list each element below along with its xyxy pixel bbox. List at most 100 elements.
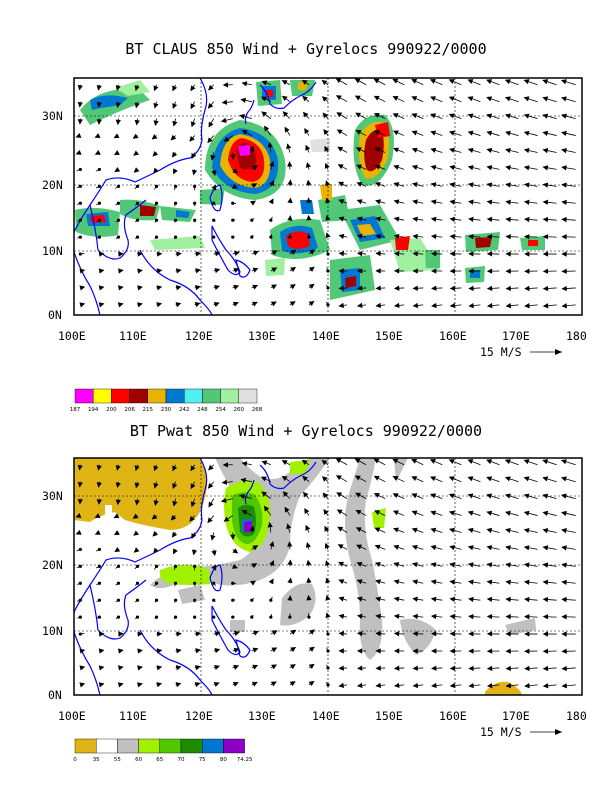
claus-wind-vector-head: [561, 96, 567, 102]
claus-wind-vector-head: [234, 250, 240, 256]
claus-wind-vector-head: [524, 303, 530, 309]
claus-wind-vector-head: [561, 268, 567, 274]
lon-label-180: 180: [566, 709, 587, 723]
pwat-map: 30N 20N 10N 0N 100E 110E 120E 130E 140E …: [42, 457, 587, 763]
claus-wind-vector-head: [430, 147, 437, 153]
pwat-wind-vector-head: [306, 559, 312, 566]
pwat-wind-vector-head: [504, 459, 511, 465]
pwat-wind-vector-head: [176, 631, 182, 637]
claus-wind-vector-dot: [154, 201, 159, 205]
pwat-wind-vector-dot: [212, 581, 216, 585]
pwat-wind-vector-head: [505, 648, 511, 654]
pwat-wind-vector-dot: [174, 598, 178, 602]
claus-wind-vector-head: [269, 161, 275, 167]
claus-wind-vector-head: [190, 103, 196, 110]
claus-wind-vector-head: [308, 283, 315, 290]
pwat-wind-vector-head: [486, 596, 493, 603]
claus-wind-vector-head: [176, 251, 182, 257]
claus-wind-vector-head: [190, 85, 196, 92]
pwat-wind-vector-head: [467, 527, 474, 533]
pwat-wind-vector-head: [325, 577, 331, 584]
lat-label-30n: 30N: [42, 109, 63, 123]
claus-wind-vector-head: [486, 165, 493, 171]
pwat-wind-vector-head: [117, 665, 124, 671]
claus-wind-vector-head: [356, 199, 363, 205]
pwat-wind-vector-head: [449, 562, 455, 568]
claus-wind-vector-head: [542, 165, 549, 171]
claus-wind-vector-head: [448, 113, 455, 119]
claus-wind-vector-head: [393, 251, 400, 257]
claus-wind-vector-head: [523, 147, 530, 154]
claus-wind-vector-head: [261, 111, 268, 117]
claus-wind-vector-dot: [231, 218, 235, 222]
claus-wind-vector-head: [156, 268, 163, 274]
claus-wind-vector-head: [207, 137, 213, 144]
claus-wind-vector-head: [325, 180, 331, 187]
claus-wind-vector-head: [430, 164, 437, 171]
claus-wind-vector-dot: [269, 235, 273, 239]
pwat-wind-vector-head: [504, 476, 511, 482]
claus-wind-vector-head: [355, 112, 362, 118]
claus-wind-vector-head: [561, 182, 567, 188]
claus-wind-vector-dot: [307, 235, 311, 239]
pwat-wind-vector-head: [375, 631, 381, 637]
claus-wind-vector-head: [430, 113, 437, 119]
claus-wind-vector-head: [486, 268, 493, 274]
pwat-wind-vector-head: [208, 464, 214, 471]
lon-label-170e: 170E: [502, 709, 530, 723]
claus-wind-vector-dot: [174, 218, 178, 222]
pwat-wind-vector-head: [172, 465, 178, 472]
claus-wind-vector-head: [338, 268, 344, 274]
claus-wind-vector-head: [561, 234, 567, 240]
pwat-wind-vector-head: [190, 483, 196, 490]
claus-map: 30N 20N 10N 0N 100E 110E 120E 130E 140E …: [42, 77, 587, 413]
claus-colorbar-swatch: [238, 388, 258, 404]
claus-wind-vector-head: [214, 251, 221, 257]
pwat-wind-vector-head: [411, 527, 418, 533]
pwat-wind-vector-head: [156, 648, 163, 654]
lon-label-110e: 110E: [119, 709, 147, 723]
claus-wind-vector-head: [374, 182, 381, 188]
pwat-wind-vector-head: [448, 493, 455, 499]
claus-wind-vector-head: [233, 284, 240, 290]
pwat-wind-vector-dot: [250, 598, 254, 602]
claus-wind-vector-head: [412, 199, 418, 205]
claus-wind-vector-head: [392, 113, 399, 119]
claus-wind-vector-head: [505, 234, 511, 240]
claus-wind-vector-head: [468, 285, 474, 291]
pwat-colorbar-swatch: [223, 738, 245, 754]
claus-colorbar-swatch: [165, 388, 185, 404]
pwat-wind-vector-head: [191, 549, 198, 556]
claus-wind-vector-head: [137, 285, 143, 291]
claus-wind-vector-head: [448, 96, 455, 102]
claus-wind-vector-head: [270, 301, 277, 307]
claus-wind-vector-dot: [154, 184, 159, 188]
pwat-wind-vector-head: [252, 630, 259, 636]
claus-wind-vector-head: [323, 129, 329, 135]
pwat-wind-vector-head: [392, 510, 399, 516]
pwat-colorbar-label: 65: [156, 757, 163, 763]
claus-wind-vector-head: [561, 303, 568, 309]
claus-wind-vector-head: [220, 117, 227, 123]
pwat-wind-vector-head: [287, 595, 293, 601]
claus-colorbar-label: 206: [124, 407, 135, 413]
pwat-wind-vector-head: [261, 460, 268, 466]
pwat-wind-vector-head: [302, 475, 308, 482]
pwat-wind-vector-head: [561, 648, 567, 654]
claus-wind-vector-head: [156, 285, 163, 291]
claus-colorbar-swatch: [129, 388, 149, 404]
claus-wind-vector-head: [375, 251, 381, 257]
pwat-wind-vector-head: [338, 613, 345, 619]
claus-wind-vector-head: [170, 134, 177, 141]
pwat-wind-vector-head: [338, 665, 344, 671]
pwat-wind-vector-head: [412, 596, 418, 602]
claus-wind-vector-dot: [135, 218, 140, 222]
claus-wind-vector-head: [449, 302, 456, 309]
pwat-wind-vector-head: [430, 510, 437, 516]
lon-label-110e: 110E: [119, 329, 147, 343]
pwat-wind-vector-head: [308, 646, 315, 652]
claus-wind-vector-dot: [154, 235, 159, 239]
claus-wind-vector-head: [449, 199, 456, 205]
claus-wind-vector-head: [355, 130, 362, 135]
pwat-wind-vector-head: [449, 648, 455, 654]
